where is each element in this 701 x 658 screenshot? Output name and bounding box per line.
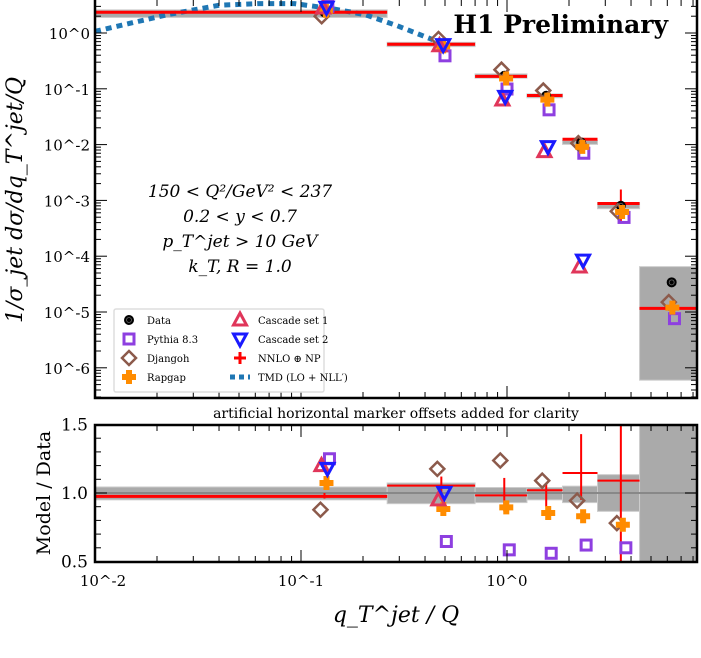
- cascade-set-1-point: [314, 0, 333, 15]
- legend-marker-ring: [126, 317, 132, 323]
- pythia-8-3-ratio-point: [579, 538, 593, 552]
- cascade-set-2-point: [496, 89, 515, 107]
- y-tick-label: 10^-4: [44, 248, 90, 266]
- x-tick-label: 10^0: [486, 572, 527, 590]
- legend-entry: Pythia 8.3: [122, 332, 198, 346]
- legend-marker: [122, 332, 136, 346]
- y-tick-label: 10^-1: [44, 81, 90, 99]
- cascade-set-1-point: [430, 35, 449, 53]
- y-axis-label: 1/σ_jet dσ/dq_T^jet/Q: [3, 77, 28, 323]
- rapgap-point: [615, 204, 630, 219]
- pythia-8-3-ratio-point: [544, 546, 558, 560]
- legend-label: Rapgap: [147, 373, 186, 384]
- pythia-8-3-ratio-point: [439, 534, 453, 548]
- legend-marker: [230, 332, 250, 350]
- djangoh-ratio-point: [491, 451, 510, 470]
- ratio-y-tick-label: 1.5: [61, 416, 88, 436]
- chart-title: H1 Preliminary: [453, 10, 669, 39]
- cascade-set-2-point: [538, 140, 557, 157]
- legend-marker: [234, 352, 246, 364]
- x-axis-label: q_T^jet / Q: [333, 603, 459, 628]
- rapgap-ratio-point: [499, 500, 514, 515]
- cascade-set-2-ratio-point: [435, 485, 454, 503]
- pythia-8-3-ratio-point: [619, 541, 633, 555]
- legend-label: Pythia 8.3: [147, 335, 198, 346]
- main-axes-frame: [93, 0, 699, 400]
- annotation: 0.2 < y < 0.7: [183, 207, 297, 227]
- annotation: k_T, R = 1.0: [188, 257, 292, 277]
- ratio-panel: [95, 425, 697, 562]
- cascade-set-1-ratio-point: [429, 489, 448, 507]
- x-tick-label: 10^-2: [80, 572, 126, 590]
- legend-entry: Djangoh: [120, 349, 190, 367]
- djangoh-ratio-point: [311, 500, 330, 519]
- cascade-set-2-point: [574, 253, 593, 271]
- rapgap-point: [575, 139, 590, 154]
- rapgap-point: [665, 300, 680, 315]
- legend-entry: Data: [124, 315, 171, 327]
- rapgap-point: [499, 71, 514, 86]
- djangoh-ratio-point: [568, 491, 586, 510]
- ratio-y-tick-label: 1.0: [61, 484, 88, 504]
- cascade-set-2-point: [317, 0, 336, 18]
- rapgap-ratio-point: [615, 517, 630, 532]
- legend-label: NNLO ⊕ NP: [258, 354, 321, 365]
- legend-marker: [120, 349, 138, 367]
- annotation: p_T^jet > 10 GeV: [162, 232, 319, 252]
- legend-marker: [122, 370, 136, 384]
- cascade-set-1-point: [493, 89, 512, 107]
- y-tick-label: 10^-5: [44, 304, 90, 322]
- legend-entry: NNLO ⊕ NP: [234, 352, 321, 365]
- djangoh-ratio-point: [533, 471, 551, 490]
- tmd-curve: [95, 1, 434, 42]
- legend: Data Pythia 8.3 Djangoh Rapgap Cascade set 1…: [113, 308, 348, 393]
- cascade-set-2-ratio-point: [318, 461, 337, 479]
- data-uncertainty-box: [562, 485, 599, 504]
- x-tick-label: 10^-1: [278, 572, 324, 590]
- legend-entry: TMD (LO + NLL′): [230, 373, 348, 384]
- legend-marker: [124, 315, 134, 325]
- legend-label: Djangoh: [147, 354, 190, 365]
- djangoh-ratio-point: [428, 460, 447, 478]
- legend-label: Cascade set 1: [258, 316, 328, 327]
- legend-label: Data: [147, 316, 171, 327]
- legend-box: [113, 308, 325, 393]
- ratio-title: artificial horizontal marker offsets add…: [213, 406, 579, 422]
- y-tick-label: 10^-6: [44, 360, 90, 378]
- data-point: [666, 277, 677, 288]
- rapgap-ratio-point: [541, 506, 556, 521]
- data-uncertainty-box: [639, 266, 697, 381]
- rapgap-point: [540, 92, 555, 107]
- y-tick-label: 10^-3: [44, 192, 90, 210]
- ratio-y-axis-label: Model / Data: [33, 431, 55, 555]
- y-tick-label: 10^0: [49, 25, 90, 43]
- y-tick-label: 10^-2: [44, 137, 90, 155]
- main-panel: [95, 0, 697, 381]
- rapgap-ratio-point: [319, 475, 334, 490]
- annotation: 150 < Q²/GeV² < 237: [148, 182, 332, 202]
- legend-label: TMD (LO + NLL′): [258, 373, 348, 384]
- legend-marker: [230, 309, 250, 327]
- rapgap-ratio-point: [576, 509, 591, 524]
- legend-entry: Cascade set 1: [230, 309, 328, 327]
- legend-entry: Cascade set 2: [230, 332, 328, 350]
- legend-entry: Rapgap: [122, 370, 186, 384]
- rapgap-ratio-point: [436, 502, 451, 517]
- ratio-y-tick-label: 0.5: [61, 553, 88, 573]
- pythia-8-3-ratio-point: [502, 543, 516, 557]
- data-point-ring: [668, 279, 675, 286]
- legend-label: Cascade set 2: [258, 335, 328, 346]
- cascade-set-2-point: [434, 38, 453, 55]
